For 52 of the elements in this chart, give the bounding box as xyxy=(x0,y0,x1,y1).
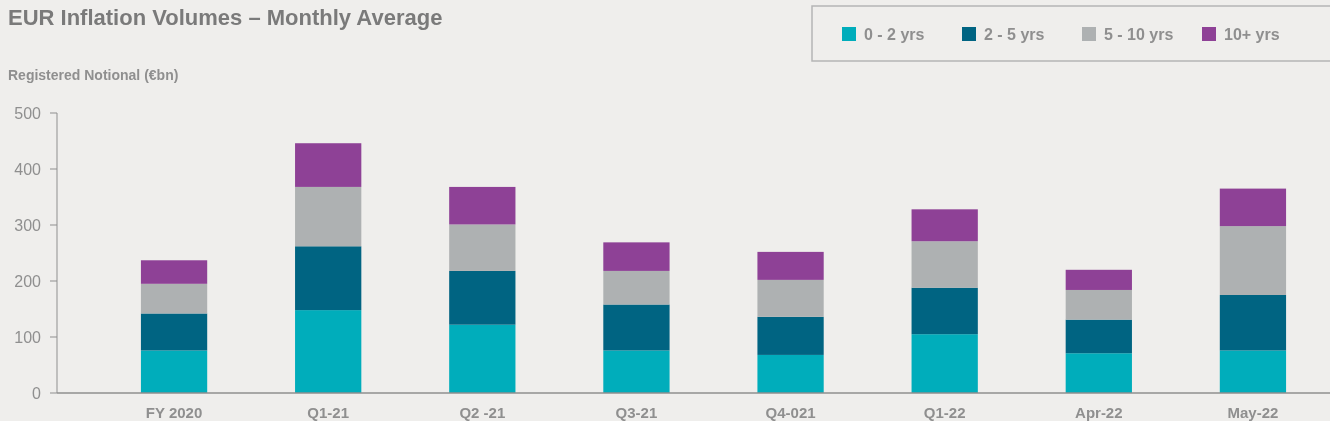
bar xyxy=(757,316,824,355)
bar xyxy=(1219,226,1287,295)
bar xyxy=(757,279,824,317)
bar xyxy=(295,246,362,311)
bar xyxy=(1219,295,1287,351)
bar xyxy=(295,310,362,393)
bar xyxy=(757,251,824,280)
bar xyxy=(603,304,670,351)
y-axis-title: Registered Notional (€bn) xyxy=(8,67,179,83)
bar xyxy=(911,241,978,288)
bar xyxy=(603,350,670,393)
bar xyxy=(603,242,670,271)
bar xyxy=(449,224,516,271)
y-tick-label: 300 xyxy=(14,216,42,234)
bar xyxy=(449,324,516,393)
chart-title: EUR Inflation Volumes – Monthly Average xyxy=(8,5,443,30)
bar xyxy=(1065,269,1132,290)
bar xyxy=(449,186,516,225)
bar xyxy=(1219,188,1287,227)
y-tick-label: 400 xyxy=(14,160,42,178)
bar xyxy=(295,143,362,187)
bar xyxy=(140,260,208,284)
x-tick-label: Apr-22 xyxy=(1075,404,1123,421)
legend-label: 10+ yrs xyxy=(1224,25,1280,43)
bar xyxy=(911,209,978,242)
y-tick-label: 100 xyxy=(14,328,42,346)
bar xyxy=(1065,353,1132,393)
x-tick-label: Q2 -21 xyxy=(459,404,506,421)
bar xyxy=(911,334,978,393)
bar xyxy=(911,287,978,335)
y-tick-label: 500 xyxy=(14,104,42,122)
legend-label: 5 - 10 yrs xyxy=(1104,25,1174,43)
bar xyxy=(449,270,516,325)
x-tick-label: Q1-22 xyxy=(923,404,966,421)
bar xyxy=(140,313,208,351)
y-tick-label: 200 xyxy=(14,272,42,290)
legend-label: 0 - 2 yrs xyxy=(864,25,925,43)
legend-label: 2 - 5 yrs xyxy=(984,25,1045,43)
x-tick-label: Q4-021 xyxy=(765,404,816,421)
x-tick-label: May-22 xyxy=(1227,404,1279,421)
bar xyxy=(140,350,208,393)
x-tick-label: FY 2020 xyxy=(145,404,203,421)
x-tick-label: Q3-21 xyxy=(615,404,658,421)
bar xyxy=(140,283,208,314)
y-tick-label: 0 xyxy=(32,384,42,402)
x-tick-label: Q1-21 xyxy=(307,404,350,421)
bar xyxy=(1065,289,1132,320)
bar xyxy=(757,354,824,393)
bar xyxy=(603,270,670,305)
bar xyxy=(295,186,362,247)
bar xyxy=(1219,350,1287,393)
bar xyxy=(1065,319,1132,354)
